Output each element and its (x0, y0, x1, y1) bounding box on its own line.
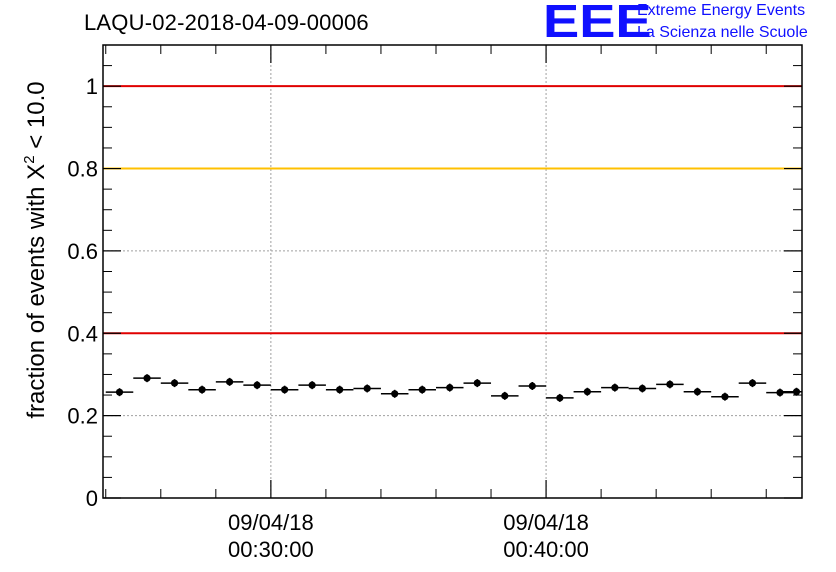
data-point (776, 388, 784, 397)
data-point (308, 381, 316, 389)
data-point (225, 378, 234, 386)
data-point (666, 380, 674, 388)
eee-logo-line2: La Scienza nelle Scuole (637, 24, 808, 41)
x-tick-label-time: 00:30:00 (228, 537, 314, 562)
y-tick-label: 0.2 (67, 404, 98, 429)
data-point (611, 384, 619, 392)
x-tick-label-date: 09/04/18 (228, 510, 314, 535)
data-point (143, 374, 151, 382)
data-point (418, 386, 426, 394)
data-point (446, 384, 454, 392)
y-tick-label: 0.6 (67, 239, 98, 264)
y-tick-label: 0.8 (67, 157, 98, 182)
data-point (501, 392, 509, 400)
chart-title: LAQU-02-2018-04-09-00006 (84, 10, 369, 35)
data-point (721, 393, 729, 401)
x-tick-label-date: 09/04/18 (503, 510, 589, 535)
x-tick-label-time: 00:40:00 (503, 537, 589, 562)
eee-logo: EEE Extreme Energy Events La Scienza nel… (543, 0, 833, 47)
data-point (638, 384, 646, 393)
data-point (115, 388, 124, 396)
data-point (528, 382, 536, 390)
data-point (693, 388, 702, 396)
y-tick-label: 0.4 (67, 321, 98, 346)
data-point (253, 381, 261, 389)
y-tick-label: 0 (86, 486, 98, 511)
data-point (748, 379, 757, 387)
eee-logo-line1: Extreme Energy Events (637, 2, 806, 19)
plot-frame (102, 44, 803, 499)
data-point (198, 386, 206, 394)
data-point (473, 379, 481, 387)
data-point (170, 379, 179, 387)
eee-logo-mark: EEE (543, 0, 652, 47)
y-tick-label: 1 (86, 74, 98, 99)
data-point (792, 388, 801, 396)
data-point (391, 390, 399, 398)
data-point (556, 394, 564, 402)
data-point (583, 388, 591, 396)
data-point (336, 386, 344, 394)
data-point (281, 386, 289, 394)
data-point (363, 384, 371, 393)
